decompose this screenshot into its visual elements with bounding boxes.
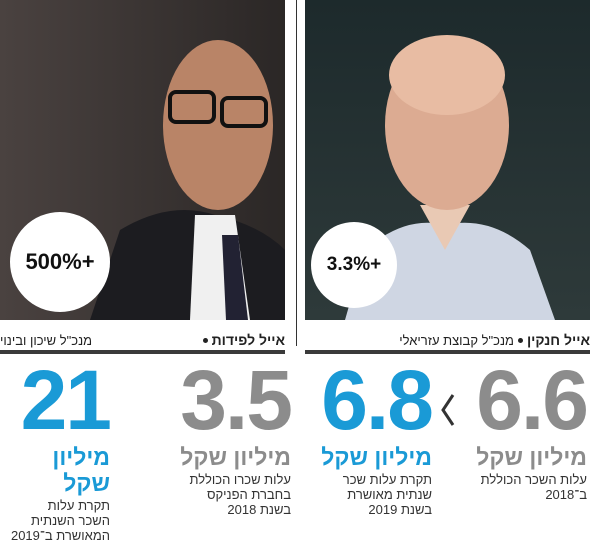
description-line: שנתית מאושרת	[347, 487, 432, 502]
unit: מיליון שקל	[52, 444, 110, 496]
big-number: 21	[20, 353, 112, 447]
divider	[296, 0, 297, 346]
unit: מיליון שקל	[321, 444, 432, 470]
change-badge: +500%	[10, 212, 110, 312]
name-line: אייל לפידות מנכ"ל שיכון ובינוי	[0, 330, 285, 350]
role: מנכ"ל שיכון ובינוי	[0, 332, 93, 348]
arrow	[441, 394, 455, 426]
description: תקרת עלות שכר שנתית מאושרת בשנת 2019	[307, 472, 432, 517]
rule	[0, 350, 285, 354]
bullet	[517, 337, 523, 343]
figure-before: 3.5 מיליון שקל עלות שכרו הכוללת בחברת הפנ…	[166, 353, 293, 517]
description: תקרת עלות השכר השנתית המאושרת ב־2019	[0, 498, 110, 543]
description: עלות שכרו הכוללת בחברת הפניקס בשנת 2018	[166, 472, 291, 517]
description-line: המאושרת ב־2019	[10, 528, 110, 543]
description: עלות השכר הכוללת ב־2018	[462, 472, 587, 502]
description-line: בחברת הפניקס	[206, 487, 291, 502]
photo: +3.3%	[305, 0, 590, 320]
description-line: בשנת 2018	[227, 502, 291, 517]
role: מנכ"ל קבוצת עזריאלי	[399, 332, 514, 348]
name: אייל לפידות	[211, 332, 285, 348]
description-line: השכר השנתית	[31, 513, 110, 528]
description-line: תקרת עלות שכר	[342, 472, 432, 487]
big-number: 3.5	[180, 353, 293, 447]
change-badge: +3.3%	[311, 222, 397, 308]
big-number: 6.6	[476, 353, 589, 447]
description-line: עלות השכר הכוללת	[480, 472, 587, 487]
big-number: 6.8	[321, 353, 434, 447]
name: אייל חנקין	[526, 332, 590, 348]
rule	[305, 350, 590, 354]
description-line: ב־2018	[545, 487, 587, 502]
description-line: בשנת 2019	[368, 502, 432, 517]
figure-after: 6.8 מיליון שקל תקרת עלות שכר שנתית מאושרת…	[307, 353, 434, 517]
photo: +500%	[0, 0, 285, 320]
figure-before: 6.6 מיליון שקל עלות השכר הכוללת ב־2018	[462, 353, 589, 502]
description-line: עלות שכרו הכוללת	[189, 472, 291, 487]
unit: מיליון שקל	[180, 444, 291, 470]
figure-after: 21 מיליון שקל תקרת עלות השכר השנתית המאושר…	[0, 353, 112, 543]
name-line: אייל חנקין מנכ"ל קבוצת עזריאלי	[305, 330, 590, 350]
unit: מיליון שקל	[476, 444, 587, 470]
bullet	[202, 337, 208, 343]
description-line: תקרת עלות	[47, 498, 110, 513]
